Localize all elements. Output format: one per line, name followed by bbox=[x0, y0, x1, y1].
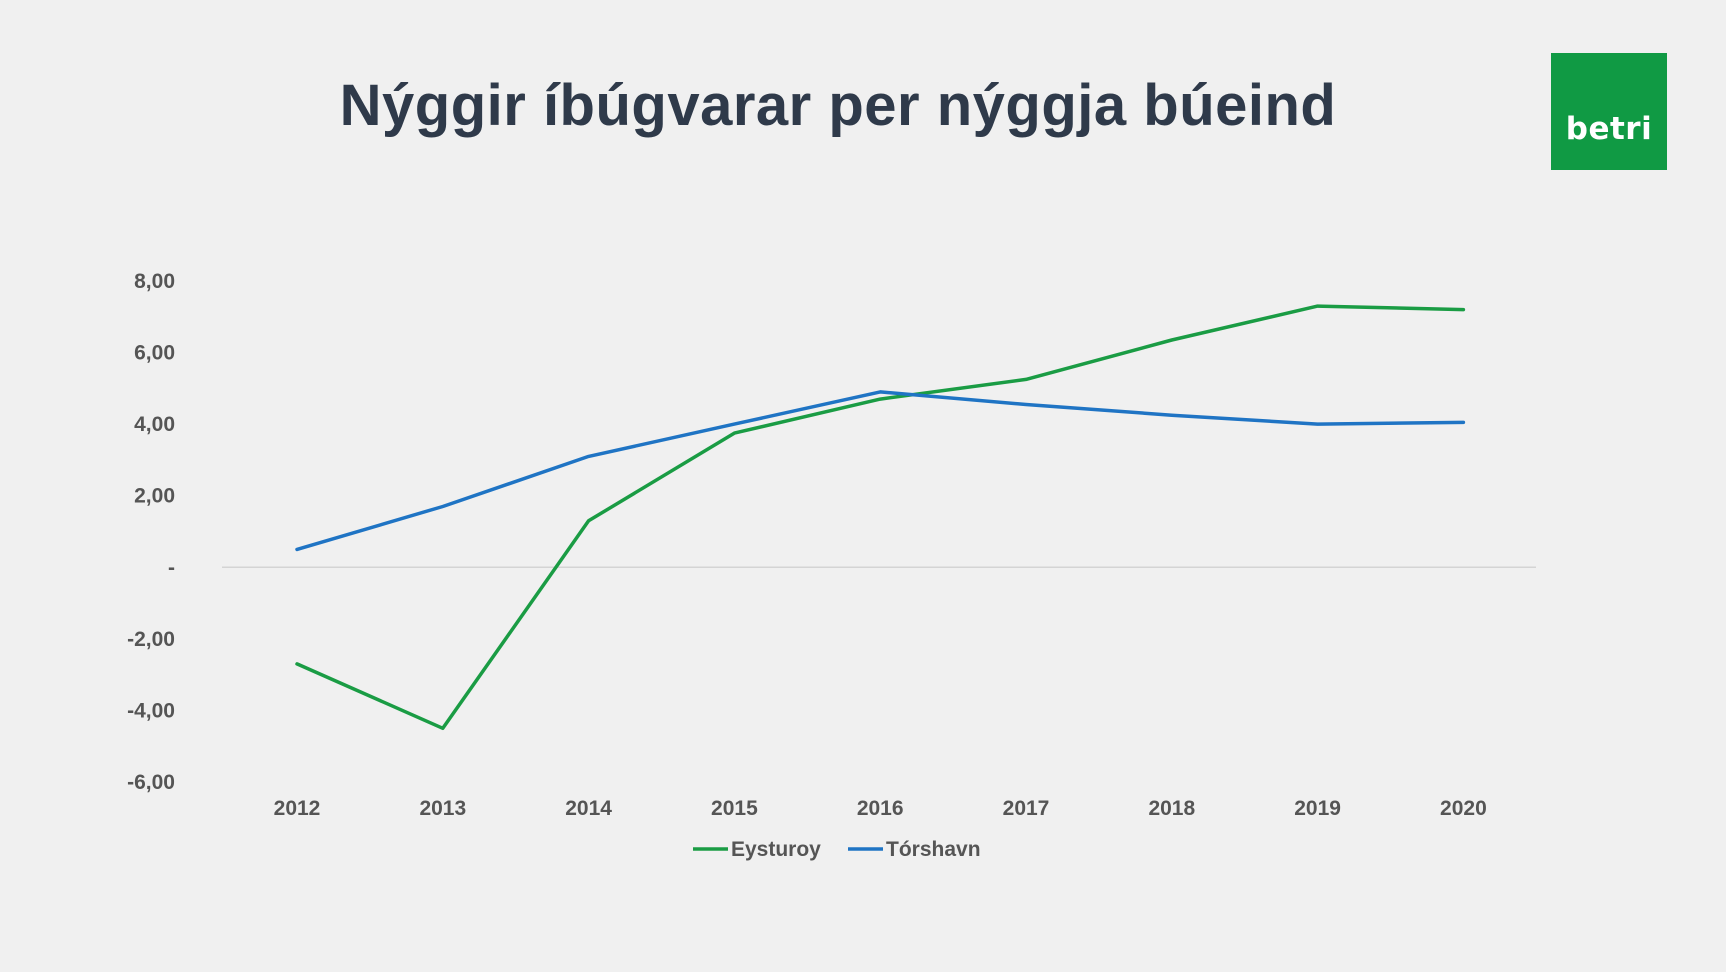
y-axis: 8,00 6,00 4,00 2,00 - -2,00 -4,00 -6,00 bbox=[127, 270, 175, 794]
y-tick-label: -4,00 bbox=[127, 699, 175, 722]
x-tick-label: 2018 bbox=[1148, 797, 1195, 820]
legend-label: Tórshavn bbox=[886, 838, 981, 861]
betri-logo: betri bbox=[1551, 53, 1667, 170]
x-axis: 2012 2013 2014 2015 2016 2017 2018 2019 2020 bbox=[274, 797, 1487, 820]
y-tick-label: 6,00 bbox=[134, 342, 175, 365]
logo-text: betri bbox=[1565, 111, 1653, 147]
chart-title: Nýggir íbúgvarar per nýggja búeind bbox=[339, 73, 1337, 138]
x-tick-label: 2013 bbox=[419, 797, 466, 820]
x-tick-label: 2012 bbox=[274, 797, 321, 820]
legend-label: Eysturoy bbox=[731, 838, 821, 861]
y-tick-label: 4,00 bbox=[134, 413, 175, 436]
series-lines bbox=[295, 304, 1466, 731]
y-tick-label: 2,00 bbox=[134, 485, 175, 508]
series-line-t-rshavn bbox=[295, 390, 1466, 552]
x-tick-label: 2016 bbox=[857, 797, 904, 820]
y-tick-label: - bbox=[168, 556, 175, 579]
y-tick-label: 8,00 bbox=[134, 270, 175, 293]
legend: Eysturoy Tórshavn bbox=[693, 838, 981, 861]
y-tick-label: -2,00 bbox=[127, 628, 175, 651]
x-tick-label: 2014 bbox=[565, 797, 612, 820]
x-tick-label: 2017 bbox=[1003, 797, 1050, 820]
x-tick-label: 2015 bbox=[711, 797, 758, 820]
series-line-eysturoy bbox=[295, 304, 1466, 731]
x-tick-label: 2020 bbox=[1440, 797, 1487, 820]
x-tick-label: 2019 bbox=[1294, 797, 1341, 820]
y-tick-label: -6,00 bbox=[127, 771, 175, 794]
